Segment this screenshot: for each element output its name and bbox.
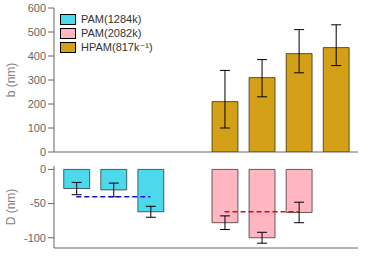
svg-text:600: 600 — [28, 2, 46, 14]
html-text:HPAM(817k⁻¹): HPAM(817k⁻¹) — [81, 41, 153, 53]
svg-text:0: 0 — [40, 163, 46, 175]
svg-text:D (nm): D (nm) — [8, 189, 18, 226]
svg-text:400: 400 — [28, 50, 46, 62]
html-text:PAM(1284k): PAM(1284k) — [81, 13, 142, 25]
svg-text:100: 100 — [28, 122, 46, 134]
svg-text:0: 0 — [40, 146, 46, 158]
svg-text:200: 200 — [28, 98, 46, 110]
svg-text:b (nm): b (nm) — [8, 63, 18, 98]
svg-text:500: 500 — [28, 26, 46, 38]
svg-text:-100: -100 — [24, 232, 46, 244]
svg-text:-50: -50 — [30, 197, 46, 209]
html-text:PAM(2082k): PAM(2082k) — [81, 27, 142, 39]
svg-text:300: 300 — [28, 74, 46, 86]
